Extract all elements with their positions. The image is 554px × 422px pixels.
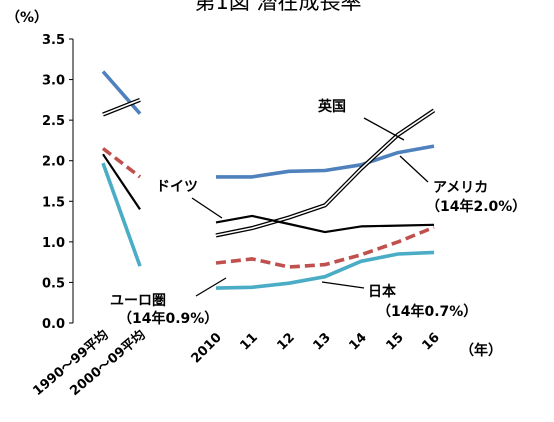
leader-uk: [363, 117, 405, 141]
x-tick-label-year: 12: [274, 330, 297, 353]
x-tick-label-year: 13: [310, 330, 333, 353]
series-4-years-line: [215, 250, 435, 290]
series-2-years-line: [215, 214, 435, 234]
x-tick-label-year: 2010: [189, 330, 225, 366]
label-euro: ユーロ圏: [110, 293, 166, 309]
y-tick-label: 3.5: [42, 33, 65, 48]
y-axis-unit: （%）: [6, 10, 48, 26]
x-axis-unit: （年）: [460, 342, 502, 359]
x-tick-label-year: 11: [237, 330, 260, 353]
y-tick-label: 0.5: [42, 276, 65, 291]
leader-us: [399, 155, 429, 183]
x-tick-label-year: 16: [419, 330, 442, 353]
label-euro-note: （14年0.9%）: [118, 310, 218, 327]
label-us: アメリカ: [433, 180, 488, 196]
series-0-years-line: [216, 144, 435, 179]
x-tick-label-year: 15: [383, 330, 406, 353]
series-4-average-line: [101, 162, 142, 267]
series-2-average-line: [102, 153, 141, 211]
series-labels: 英国 アメリカ （14年2.0%） ドイツ 日本 （14年0.7%） ユーロ圏 …: [110, 98, 526, 327]
label-germany: ドイツ: [156, 179, 198, 195]
y-tick-label: 1.0: [42, 236, 65, 251]
y-tick-label: 2.0: [42, 155, 65, 170]
y-tick-label: 0.0: [42, 317, 65, 332]
leader-japan: [321, 281, 365, 289]
y-axis: 0.0 0.5 1.0 1.5 2.0 2.5 3.0 3.5: [42, 33, 74, 332]
label-japan: 日本: [368, 283, 397, 300]
label-uk: 英国: [317, 98, 346, 115]
label-leaders: [191, 117, 429, 297]
series-3-years-line: [215, 225, 435, 269]
y-tick-label: 2.5: [42, 114, 65, 129]
y-tick-label: 1.5: [42, 195, 65, 210]
leader-euro: [195, 277, 227, 297]
series-3-average-line: [101, 147, 142, 179]
chart-title: 第1図 潜在成長率: [194, 0, 361, 14]
y-tick-label: 3.0: [42, 74, 65, 89]
series-1-average-line-inner: [102, 99, 141, 116]
series-1-years-line-inner: [215, 109, 435, 237]
leader-germany: [191, 197, 223, 219]
label-us-note: （14年2.0%）: [426, 198, 526, 215]
series-lines: [101, 70, 436, 290]
label-japan-note: （14年0.7%）: [377, 303, 477, 320]
x-tick-label-year: 14: [346, 330, 369, 353]
series-0-average-line: [101, 70, 142, 115]
